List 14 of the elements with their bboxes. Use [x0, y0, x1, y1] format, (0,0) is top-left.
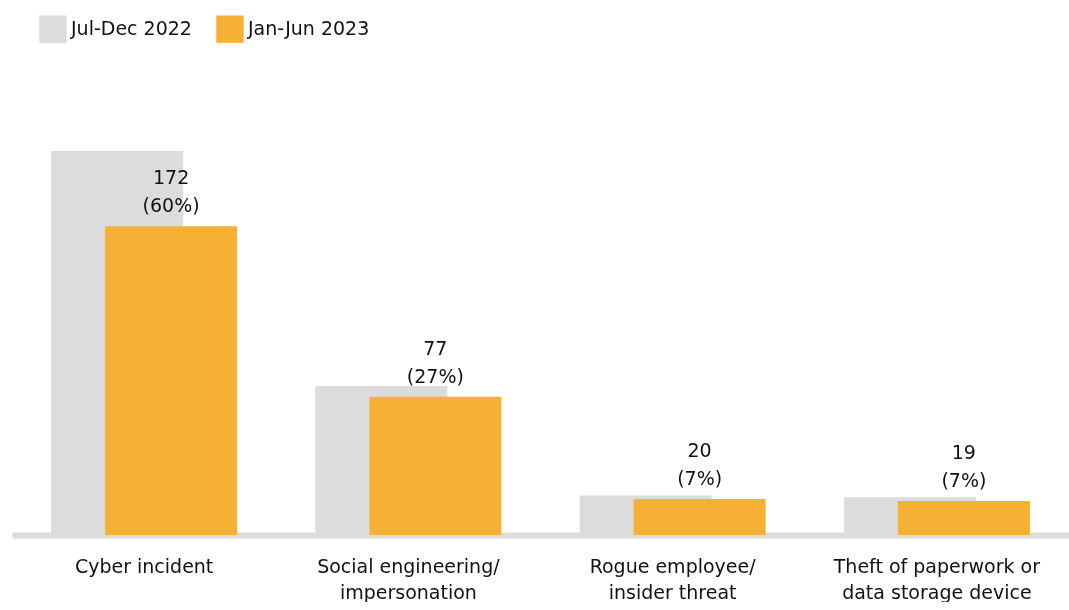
data-label: 77 (27%): [406, 336, 464, 387]
x-tick-label: Cyber incident: [74, 554, 214, 577]
bar: [897, 500, 1030, 535]
bar: [633, 499, 766, 535]
x-tick-label: Rogue employee/ insider threat: [589, 554, 757, 603]
data-label: 19 (7%): [941, 440, 987, 491]
legend-label: Jan-Jun 2023: [247, 17, 370, 40]
data-label: 172 (60%): [142, 166, 200, 217]
x-tick-label: Theft of paperwork or data storage device: [832, 554, 1041, 603]
bar: [369, 396, 502, 535]
data-label: 20 (7%): [677, 439, 723, 490]
legend-label: Jul-Dec 2022: [70, 17, 192, 40]
bar: [105, 226, 238, 535]
x-tick-label: Social engineering/ impersonation: [317, 554, 501, 603]
